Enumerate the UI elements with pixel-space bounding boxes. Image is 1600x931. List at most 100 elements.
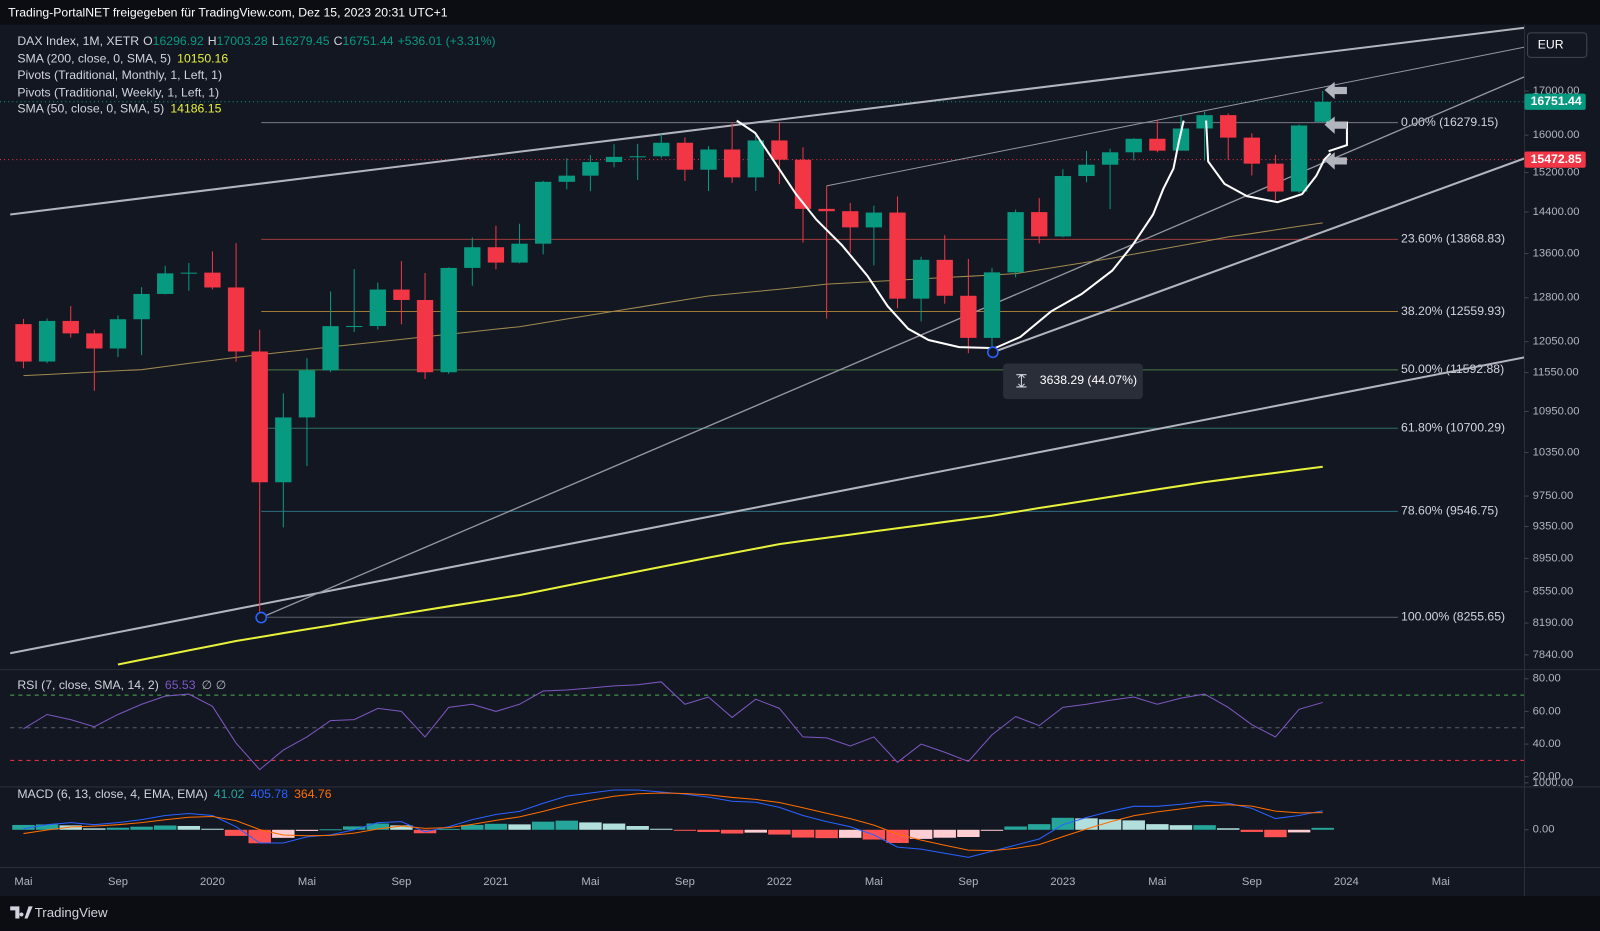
macd-histogram-bar [106, 827, 130, 830]
hand-drawn-curve [736, 119, 1185, 350]
macd-histogram-bar [1240, 829, 1264, 832]
macd-histogram-bar [153, 825, 177, 830]
y-tick-label: 80.00 [1533, 673, 1561, 685]
candle-body [723, 149, 741, 178]
macd-histogram-bar [555, 820, 579, 830]
y-tick-label: 16000.00 [1533, 129, 1580, 141]
macd-histogram-bar [484, 823, 508, 830]
macd-line [23, 792, 1323, 852]
x-tick-label: Mai [1148, 876, 1166, 888]
legend-main: DAX Index, 1M, XETR O16296.92 H17003.28 L16… [17, 34, 495, 48]
candle-body [440, 267, 457, 373]
fib-label: 61.80% (10700.29) [1401, 421, 1505, 435]
moving-average [23, 222, 1323, 377]
axes: 17000.0016000.0015200.0014400.0013600.00… [14, 85, 1586, 888]
brand-logo [10, 906, 33, 919]
y-tick-label: 40.00 [1533, 738, 1561, 750]
macd-histogram-bar [791, 829, 815, 838]
main-pane: 0.00% (16279.15) 23.60% (13868.83) 38.20% … [0, 26, 1525, 666]
trend-line [260, 76, 1525, 619]
currency-button[interactable] [1527, 32, 1588, 58]
macd-histogram-bar [1146, 824, 1169, 830]
y-tick-label: 0.00 [1533, 824, 1555, 836]
y-tick-label: 60.00 [1533, 705, 1561, 717]
macd-histogram-bar [295, 829, 319, 831]
y-tick-label: 9350.00 [1533, 521, 1574, 533]
macd-histogram-bar [909, 829, 933, 839]
y-tick-label: 8550.00 [1533, 586, 1574, 598]
x-tick-label: 2023 [1050, 876, 1075, 888]
candle-body [865, 212, 883, 228]
x-tick-label: 2021 [483, 876, 508, 888]
candles [15, 90, 1331, 618]
y-tick-label: 1000.00 [1533, 777, 1574, 789]
fib-label: 78.60% (9546.75) [1401, 504, 1498, 518]
ohlc-prefix: O [143, 34, 153, 48]
candle-body [936, 259, 953, 296]
candle-body [960, 295, 977, 338]
legend-pivots: Pivots (Traditional, Monthly, 1, Left, 1… [17, 68, 222, 82]
x-tick-label: 2024 [1334, 876, 1359, 888]
anchor-point [986, 346, 999, 359]
candle-body [62, 320, 79, 334]
macd-histogram-bar [886, 829, 909, 843]
candle-body [464, 247, 481, 268]
macd-histogram-bar [461, 824, 484, 830]
fib-label: 23.60% (13868.83) [1401, 232, 1505, 246]
price-badge-label: 16751.44 [1531, 94, 1582, 108]
fib-label: 0.00% (16279.15) [1401, 115, 1498, 129]
macd-histogram-bar [744, 829, 767, 833]
brand-name: TradingView [35, 905, 108, 920]
rsi-pane [10, 681, 1525, 771]
x-tick-label: Mai [865, 876, 883, 888]
candle-body [180, 272, 197, 274]
fib-label: 38.20% (12559.93) [1401, 304, 1505, 318]
x-tick-label: 2022 [767, 876, 792, 888]
macd-histogram-bar [626, 826, 649, 830]
candle-body [227, 287, 245, 352]
high-value: 17003.28 [217, 34, 268, 48]
macd-histogram-bar [980, 829, 1004, 831]
hand-drawn-curve [1205, 120, 1332, 204]
trend-line [826, 46, 1525, 187]
macd-histogram-bar [1216, 828, 1240, 830]
symbol: DAX Index, 1M, XETR [17, 34, 139, 48]
macd-histogram-bar [1028, 824, 1051, 830]
macd-histogram-bar [1051, 817, 1075, 830]
price-badge-label: 15472.85 [1531, 152, 1582, 166]
x-tick-label: Mai [581, 876, 599, 888]
candle-body [818, 208, 835, 212]
macd-histogram-bar [437, 828, 460, 830]
macd-histogram-bar [1311, 827, 1334, 830]
candle-body [416, 299, 434, 373]
macd-histogram-bar [83, 828, 106, 830]
fib-retracement: 0.00% (16279.15) 23.60% (13868.83) 38.20% … [261, 115, 1505, 623]
candle-body [1007, 212, 1024, 273]
macd-histogram-bar [319, 829, 342, 831]
x-tick-label: Mai [14, 876, 32, 888]
x-tick-label: Mai [298, 876, 316, 888]
macd-histogram-bar [342, 826, 366, 830]
macd-histogram-bar [839, 829, 862, 838]
candle-body [275, 417, 292, 483]
change: +536.01 (+3.31%) [398, 34, 496, 48]
candle-body [133, 293, 150, 320]
candle-body [629, 156, 646, 158]
y-tick-label: 7840.00 [1533, 649, 1574, 661]
macd-histogram-bar [1122, 820, 1145, 830]
x-tick-label: 2020 [200, 876, 225, 888]
drawings [255, 81, 1348, 624]
y-tick-label: 8190.00 [1533, 617, 1574, 629]
currency-label[interactable]: EUR [1538, 37, 1564, 51]
y-tick-label: 15200.00 [1533, 167, 1580, 179]
macd-histogram-bar [508, 824, 531, 830]
candle-body [1101, 152, 1119, 165]
macd-histogram-bar [650, 828, 673, 830]
macd-histogram-bar [272, 829, 295, 838]
candle-body [558, 175, 575, 182]
candle-body [369, 289, 386, 327]
indicator-extra: ∅ ∅ [202, 678, 227, 692]
macd-histogram-bar [673, 829, 697, 831]
macd-histogram-bar [933, 829, 956, 838]
candle-body [86, 333, 103, 349]
